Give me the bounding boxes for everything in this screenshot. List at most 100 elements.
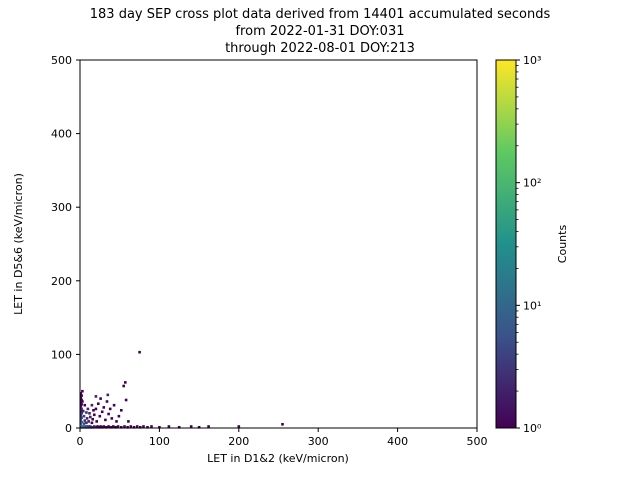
y-axis-label: LET in D5&6 (keV/micron): [12, 173, 25, 315]
data-point: [89, 426, 93, 429]
data-point: [197, 426, 201, 429]
data-point: [112, 425, 115, 428]
colorbar-tick-label: 10¹: [523, 299, 541, 312]
data-point: [81, 389, 84, 393]
data-point: [132, 426, 136, 429]
y-tick-label: 200: [51, 275, 72, 288]
data-point: [89, 415, 92, 419]
y-tick-label: 0: [65, 422, 72, 435]
data-point: [88, 412, 91, 415]
data-point: [94, 395, 98, 398]
data-point: [207, 425, 210, 428]
data-point: [91, 426, 94, 429]
data-point: [281, 423, 284, 426]
y-tick-label: 500: [51, 54, 72, 67]
x-tick-label: 400: [387, 435, 408, 448]
colorbar-tick-label: 10³: [523, 54, 541, 67]
data-point: [80, 394, 83, 397]
data-point: [79, 414, 83, 417]
chart-subtitle-through: through 2022-08-01 DOY:213: [225, 41, 415, 56]
data-point: [124, 398, 128, 402]
data-point: [80, 416, 83, 419]
data-point: [104, 426, 108, 429]
data-point: [80, 407, 83, 411]
x-tick-label: 300: [308, 435, 329, 448]
data-point: [120, 426, 123, 429]
data-point: [81, 400, 84, 403]
data-point: [146, 426, 149, 429]
data-point: [115, 420, 118, 423]
data-point: [90, 403, 94, 407]
y-tick-label: 400: [51, 128, 72, 141]
data-point: [112, 403, 116, 407]
data-point: [79, 418, 83, 422]
data-point: [123, 425, 126, 428]
data-point: [85, 421, 88, 425]
data-point: [93, 413, 96, 417]
data-point: [138, 350, 141, 354]
data-point: [87, 420, 90, 423]
data-point: [150, 425, 153, 428]
data-point: [97, 402, 100, 405]
data-point: [105, 400, 109, 403]
data-point: [142, 425, 145, 428]
data-point: [91, 417, 94, 421]
data-point: [109, 426, 113, 429]
data-point: [167, 425, 171, 428]
data-point: [85, 417, 89, 420]
data-point: [94, 407, 98, 411]
data-point: [97, 426, 101, 429]
x-tick-label: 100: [149, 435, 170, 448]
data-point: [92, 409, 95, 412]
x-axis-label: LET in D1&2 (keV/micron): [207, 452, 349, 465]
data-point: [98, 414, 102, 418]
data-point: [99, 425, 102, 428]
colorbar-tick-label: 10⁰: [523, 422, 542, 435]
data-point: [80, 398, 83, 402]
data-points-layer: [79, 350, 284, 429]
data-point: [102, 425, 106, 428]
data-point: [79, 405, 83, 408]
data-point: [82, 422, 86, 425]
data-point: [177, 426, 181, 429]
data-point: [124, 381, 127, 384]
data-point: [129, 425, 133, 428]
plot-frame: [79, 59, 478, 429]
data-point: [189, 425, 193, 428]
data-point: [80, 403, 83, 406]
data-point: [81, 409, 85, 413]
data-point: [80, 420, 83, 424]
data-point: [114, 426, 117, 429]
data-point: [139, 426, 142, 429]
data-point: [79, 423, 83, 426]
data-point: [104, 418, 107, 422]
data-point: [117, 414, 121, 418]
colorbar-tick-label: 10²: [523, 177, 541, 190]
data-point: [106, 393, 110, 397]
data-point: [110, 417, 114, 420]
y-tick-label: 100: [51, 348, 72, 361]
data-point: [116, 425, 120, 428]
data-point: [158, 426, 161, 429]
data-point: [82, 414, 86, 418]
data-point: [100, 426, 104, 429]
chart-subtitle-from: from 2022-01-31 DOY:031: [235, 24, 404, 39]
data-point: [96, 425, 99, 428]
data-point: [135, 425, 139, 428]
x-tick-label: 500: [467, 435, 488, 448]
data-point: [94, 426, 98, 429]
data-point: [127, 420, 130, 423]
data-point: [107, 425, 110, 428]
data-point: [93, 425, 96, 428]
data-point: [237, 425, 241, 428]
colorbar: 10⁰ 10¹ 10² 10³: [495, 54, 542, 435]
data-point: [79, 392, 83, 395]
data-point: [90, 421, 94, 425]
data-point: [83, 403, 87, 407]
data-point: [102, 406, 106, 409]
data-point: [122, 384, 125, 388]
axes-layer: 0 100 200 300 400 500 0 100 200 300 400 500: [51, 54, 488, 448]
data-point: [79, 396, 83, 400]
